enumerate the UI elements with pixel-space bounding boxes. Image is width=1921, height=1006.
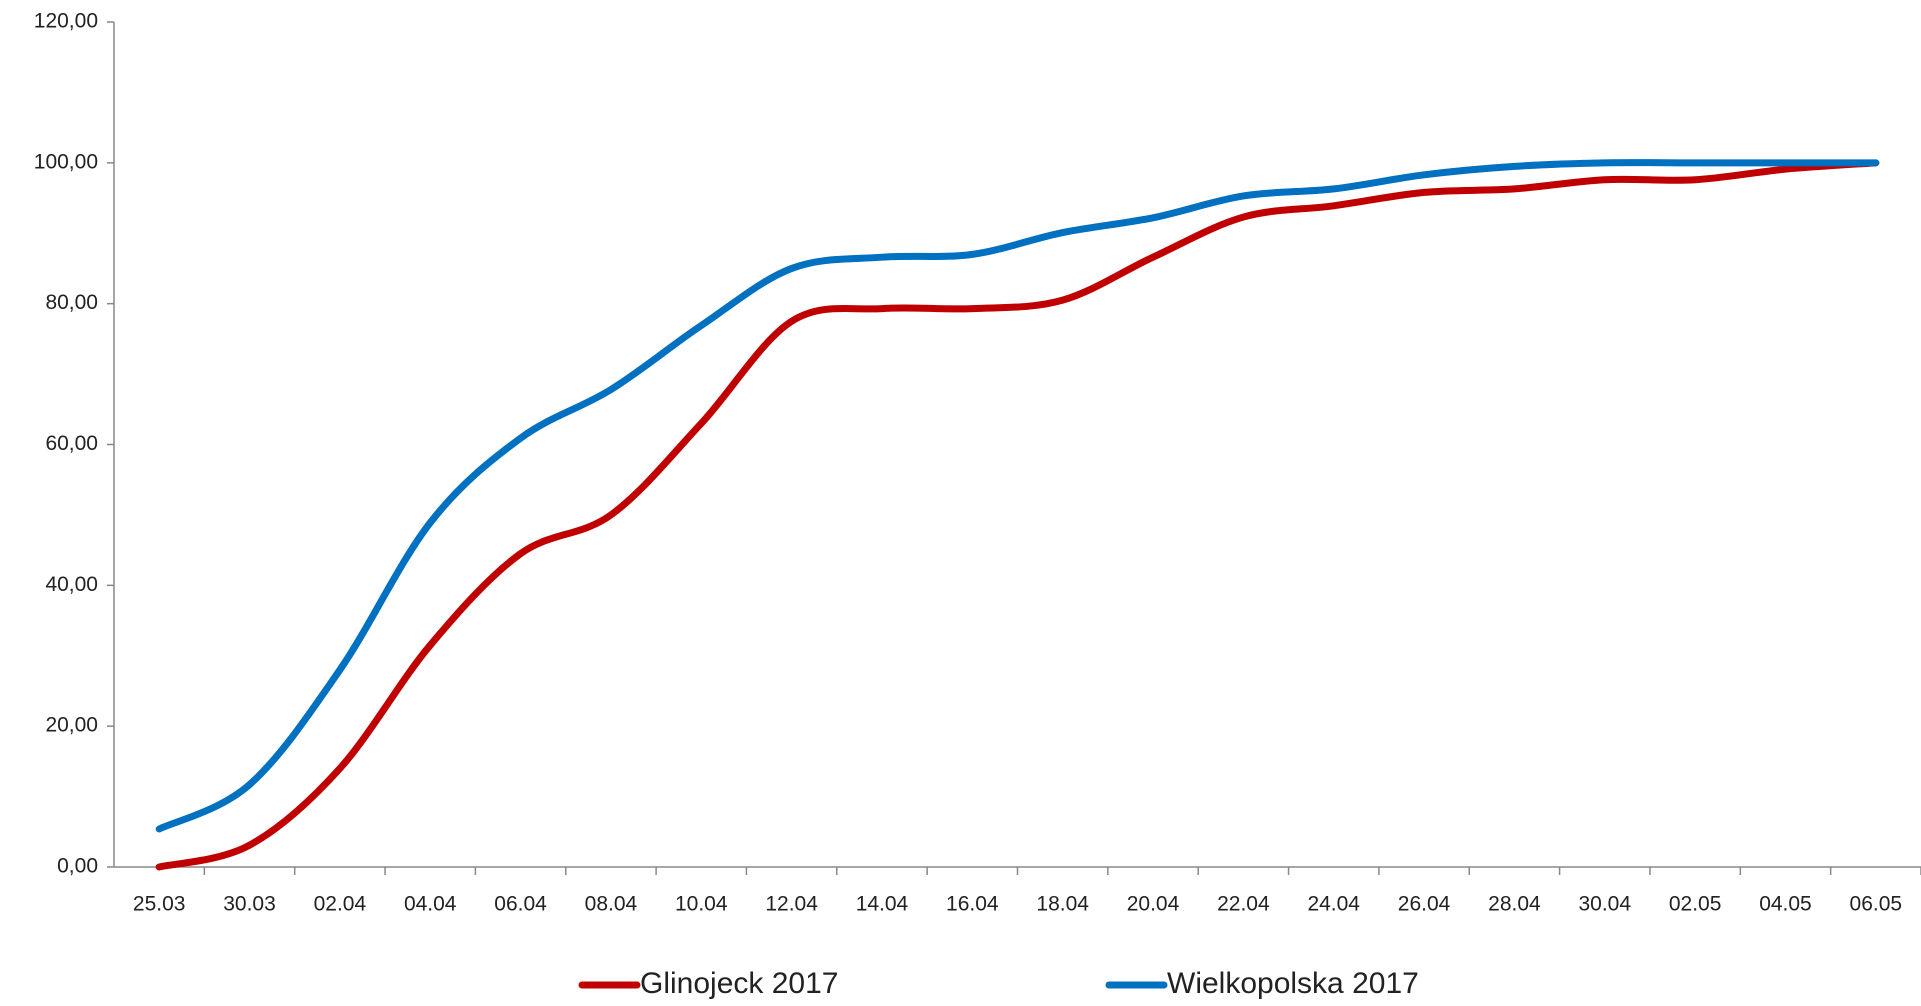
x-tick-label: 06.05 [1850,893,1903,916]
x-tick-label: 02.05 [1669,893,1722,916]
x-tick-label: 30.04 [1578,893,1631,916]
x-tick-label: 04.04 [404,893,457,916]
y-tick-label: 60,00 [45,432,98,455]
x-tick-label: 10.04 [675,893,728,916]
x-tick-label: 08.04 [585,893,638,916]
x-tick-label: 16.04 [946,893,999,916]
x-tick-label: 22.04 [1217,893,1270,916]
x-tick-label: 25.03 [133,893,186,916]
x-tick-label: 12.04 [765,893,818,916]
y-tick-label: 20,00 [45,714,98,737]
y-tick-label: 0,00 [57,855,98,878]
x-tick-label: 20.04 [1127,893,1180,916]
x-tick-label: 06.04 [494,893,547,916]
x-tick-label: 28.04 [1488,893,1541,916]
y-tick-label: 100,00 [34,150,98,173]
line-series [155,159,1880,833]
legend-text: Wielkopolska 2017 [1167,967,1419,1000]
x-tick-label: 14.04 [856,893,909,916]
x-tick-label: 04.05 [1759,893,1812,916]
x-tick-label: 26.04 [1398,893,1451,916]
x-tick-label: 24.04 [1307,893,1360,916]
y-tick-label: 120,00 [34,10,98,33]
x-tick-label: 02.04 [314,893,367,916]
line-series [155,159,1880,871]
y-tick-label: 80,00 [45,291,98,314]
x-tick-label: 18.04 [1036,893,1089,916]
legend-text: Glinojeck 2017 [640,967,838,1000]
x-tick-label: 30.03 [223,893,276,916]
y-tick-label: 40,00 [45,573,98,596]
